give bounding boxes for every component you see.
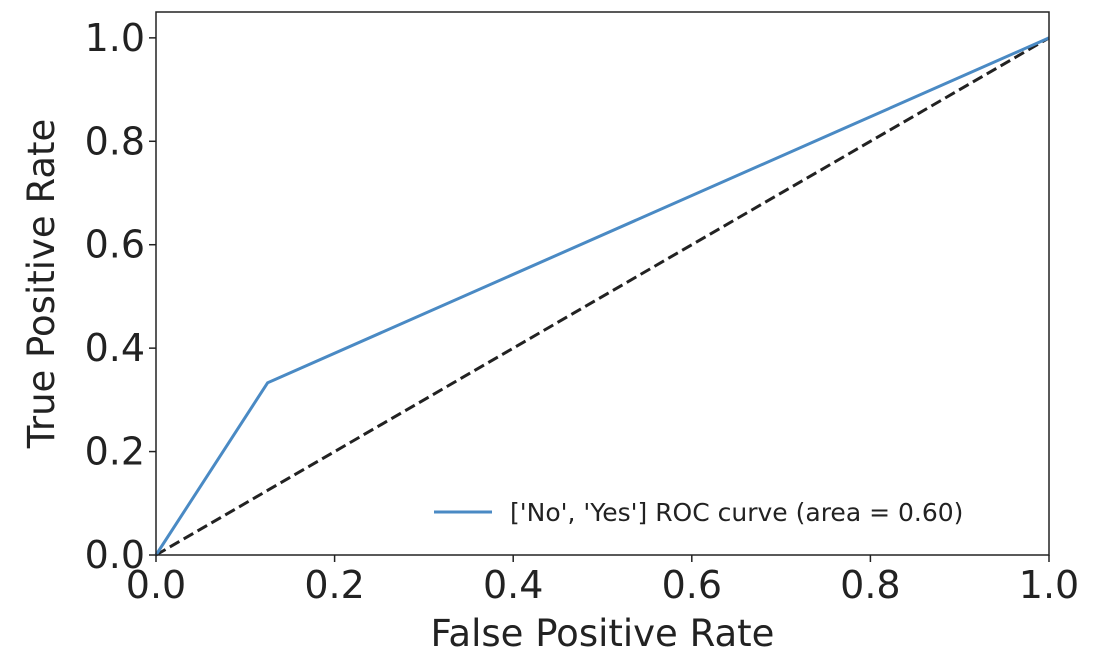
y-axis-ticks: 0.0 0.2 0.4 0.6 0.8 1.0 xyxy=(85,16,156,577)
axes-frame xyxy=(155,11,1050,556)
y-tick-label: 0.8 xyxy=(85,119,145,163)
y-tick-label: 1.0 xyxy=(85,16,145,60)
x-axis-ticks: 0.0 0.2 0.4 0.6 0.8 1.0 xyxy=(126,555,1079,607)
x-tick-label: 0.6 xyxy=(662,563,722,607)
legend-label-roc-curve: ['No', 'Yes'] ROC curve (area = 0.60) xyxy=(510,498,963,527)
x-tick-label: 0.8 xyxy=(840,563,900,607)
x-axis-label: False Positive Rate xyxy=(431,612,775,655)
y-axis-label: True Positive Rate xyxy=(20,119,63,450)
plot-area xyxy=(154,36,1050,557)
y-tick-label: 0.6 xyxy=(85,223,145,267)
y-tick-label: 0.4 xyxy=(85,326,145,370)
roc-curve-line xyxy=(154,36,1050,556)
x-tick-label: 0.0 xyxy=(126,563,186,607)
chance-diagonal-line xyxy=(155,36,1050,557)
legend: ['No', 'Yes'] ROC curve (area = 0.60) xyxy=(434,498,963,527)
x-tick-label: 0.2 xyxy=(304,563,364,607)
x-tick-label: 1.0 xyxy=(1019,563,1079,607)
x-tick-label: 0.4 xyxy=(483,563,543,607)
y-tick-label: 0.2 xyxy=(85,430,145,474)
y-tick-label: 0.0 xyxy=(85,533,145,577)
